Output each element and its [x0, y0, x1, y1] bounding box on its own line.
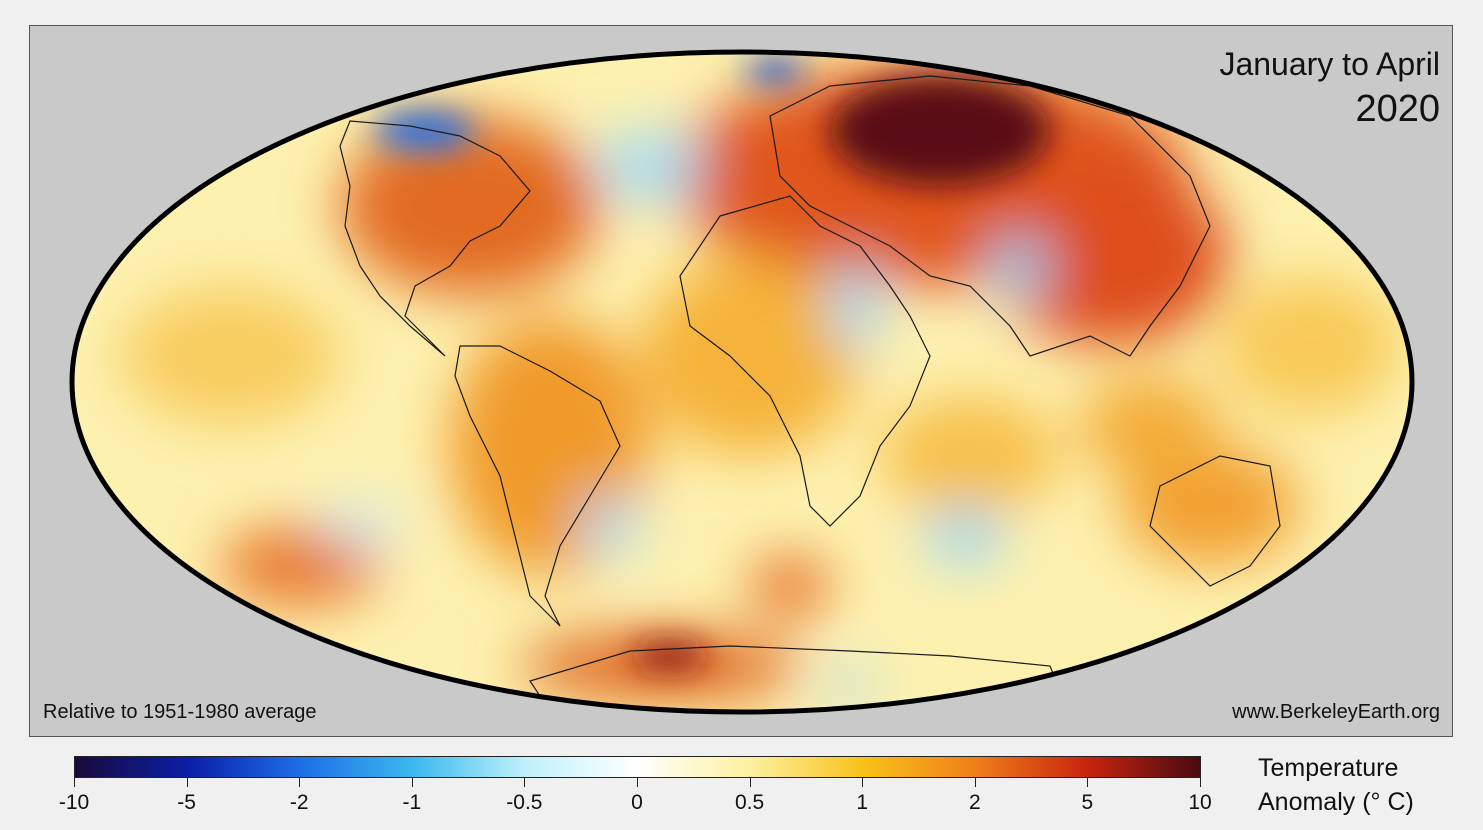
- colorbar-tick: [74, 778, 75, 787]
- colorbar-tick: [1200, 778, 1201, 787]
- colorbar-tick-label: -0.5: [506, 791, 543, 814]
- colorbar-tick: [1087, 778, 1089, 787]
- colorbar-tick-label: -1: [402, 791, 422, 814]
- colorbar-legend: -10 -5 -2 -1 -0.5 0 0.5 1 2 5 10 Temperature Anoma…: [0, 748, 1483, 830]
- colorbar-tick-label: -5: [177, 791, 196, 814]
- globe-border: [69, 49, 1415, 715]
- colorbar-tick: [186, 778, 188, 787]
- map-panel: January to April 2020 Relative to 1951-1…: [29, 25, 1453, 737]
- coastlines: [339, 75, 1281, 712]
- baseline-note: Relative to 1951-1980 average: [43, 701, 317, 723]
- colorbar-tick-label: -2: [289, 791, 309, 814]
- temperature-anomaly-map: [69, 49, 1415, 715]
- colorbar-tick: [974, 778, 976, 787]
- colorbar-tick: [749, 778, 751, 787]
- colorbar-tick: [637, 778, 638, 787]
- colorbar-tick-label: 0: [631, 791, 643, 814]
- colorbar-tick: [299, 778, 301, 787]
- colorbar-title-line2: Anomaly (° C): [1258, 788, 1414, 816]
- colorbar-title-line1: Temperature: [1258, 754, 1399, 782]
- colorbar-tick-label: 2: [968, 791, 981, 814]
- colorbar-tick-label: 1: [856, 791, 869, 814]
- colorbar-tick: [524, 778, 526, 787]
- colorbar: [74, 756, 1201, 778]
- anomaly-field: [72, 52, 1412, 712]
- map-title-period: January to April: [1219, 46, 1440, 82]
- colorbar-tick-label: 10: [1188, 791, 1212, 814]
- colorbar-tick: [862, 778, 864, 787]
- colorbar-tick-label: -10: [58, 791, 90, 814]
- map-title-year: 2020: [1355, 88, 1440, 130]
- source-url: www.BerkeleyEarth.org: [1232, 701, 1440, 723]
- colorbar-tick-label: 0.5: [734, 791, 765, 814]
- colorbar-tick-label: 5: [1081, 791, 1094, 814]
- colorbar-tick: [411, 778, 413, 787]
